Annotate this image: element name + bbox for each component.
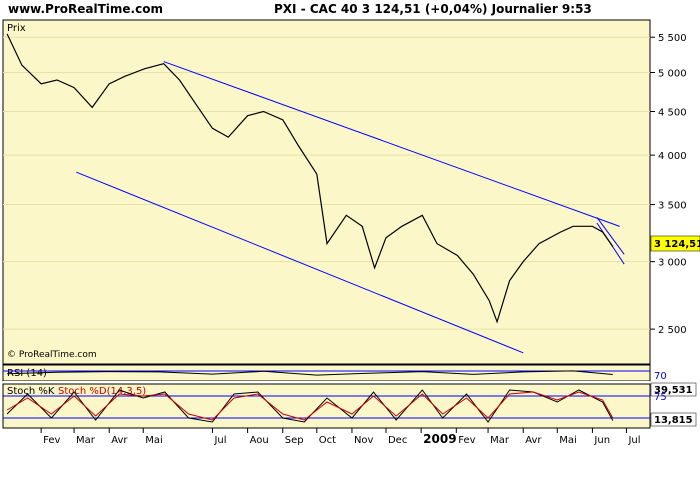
- x-tick-label: Mai: [559, 435, 577, 446]
- x-tick-label: Nov: [354, 435, 374, 446]
- x-tick-label: 2009: [423, 432, 456, 446]
- x-tick-label: Avr: [525, 435, 542, 446]
- rsi-level-label: 70: [654, 371, 667, 382]
- rsi-value-badge: [650, 382, 697, 397]
- price-panel: [2, 19, 651, 365]
- site-url[interactable]: www.ProRealTime.com: [8, 2, 163, 16]
- x-tick-label: Fev: [458, 435, 475, 446]
- x-tick-label: Mar: [76, 435, 96, 446]
- x-tick-label: Avr: [111, 435, 128, 446]
- price-y-tick-label: 2 500: [658, 325, 687, 336]
- x-axis: Fev Mar Avr Mai Jul Aou Sep Oct Nov Dec 2009 Fev Mar…: [3, 427, 650, 446]
- price-y-tick-label: 4 000: [658, 151, 687, 162]
- price-y-tick-label: 3 000: [658, 258, 687, 269]
- last-price-badge: [650, 235, 700, 252]
- stoch-value-badge: [650, 412, 697, 427]
- x-tick-label: Jul: [627, 435, 640, 446]
- price-panel-label: Prix: [7, 23, 26, 34]
- chart-header: www.ProRealTime.com PXI - CAC 40 3 124,5…: [0, 0, 700, 20]
- stoch-k-label: Stoch %K: [7, 386, 55, 397]
- watermark: © ProRealTime.com: [7, 350, 97, 360]
- price-y-tick-label: 3 500: [658, 201, 687, 212]
- x-tick-label: Fev: [43, 435, 60, 446]
- rsi-series: [7, 370, 613, 376]
- rsi-gap: [3, 381, 650, 383]
- x-tick-label: Mai: [145, 435, 163, 446]
- trend-channel-lines: [76, 61, 625, 354]
- stoch-panel: [2, 383, 651, 429]
- x-tick-label: Dec: [388, 435, 407, 446]
- channel-line: [163, 61, 620, 227]
- stoch-value-label: 13,815: [654, 415, 693, 426]
- x-tick-label: Jul: [213, 435, 226, 446]
- quote-title: PXI - CAC 40 3 124,51 (+0,04%) Journalie…: [274, 2, 592, 16]
- price-line: [6, 33, 614, 324]
- price-y-tick-label: 5 500: [658, 33, 687, 44]
- channel-line: [76, 171, 524, 354]
- last-price-label: 3 124,51: [654, 239, 700, 250]
- x-tick-label: Aou: [250, 435, 269, 446]
- x-tick-label: Mar: [490, 435, 510, 446]
- price-y-tick-label: 4 500: [658, 108, 687, 119]
- rsi-line: [7, 370, 613, 376]
- price-y-tick-label: 5 000: [658, 69, 687, 80]
- stoch-d-label: Stoch %D(14,3,5): [58, 386, 146, 397]
- rsi-value-label: 39,531: [654, 385, 693, 396]
- price-series: [6, 33, 614, 324]
- stoch-level-label: 75: [654, 392, 667, 403]
- stoch-line: [6, 391, 614, 421]
- x-tick-label: Sep: [285, 435, 304, 446]
- price-y-axis: 5 500 5 000 4 500 4 000 3 500 3 000 2 500: [650, 33, 687, 336]
- stoch-series: [6, 389, 614, 423]
- x-tick-label: Oct: [319, 435, 336, 446]
- rsi-panel: [2, 364, 651, 382]
- channel-line: [596, 217, 625, 255]
- x-tick-label: Jun: [593, 435, 610, 446]
- price-gridlines: [3, 36, 650, 330]
